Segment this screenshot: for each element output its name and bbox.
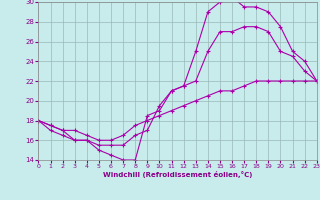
X-axis label: Windchill (Refroidissement éolien,°C): Windchill (Refroidissement éolien,°C) [103,171,252,178]
